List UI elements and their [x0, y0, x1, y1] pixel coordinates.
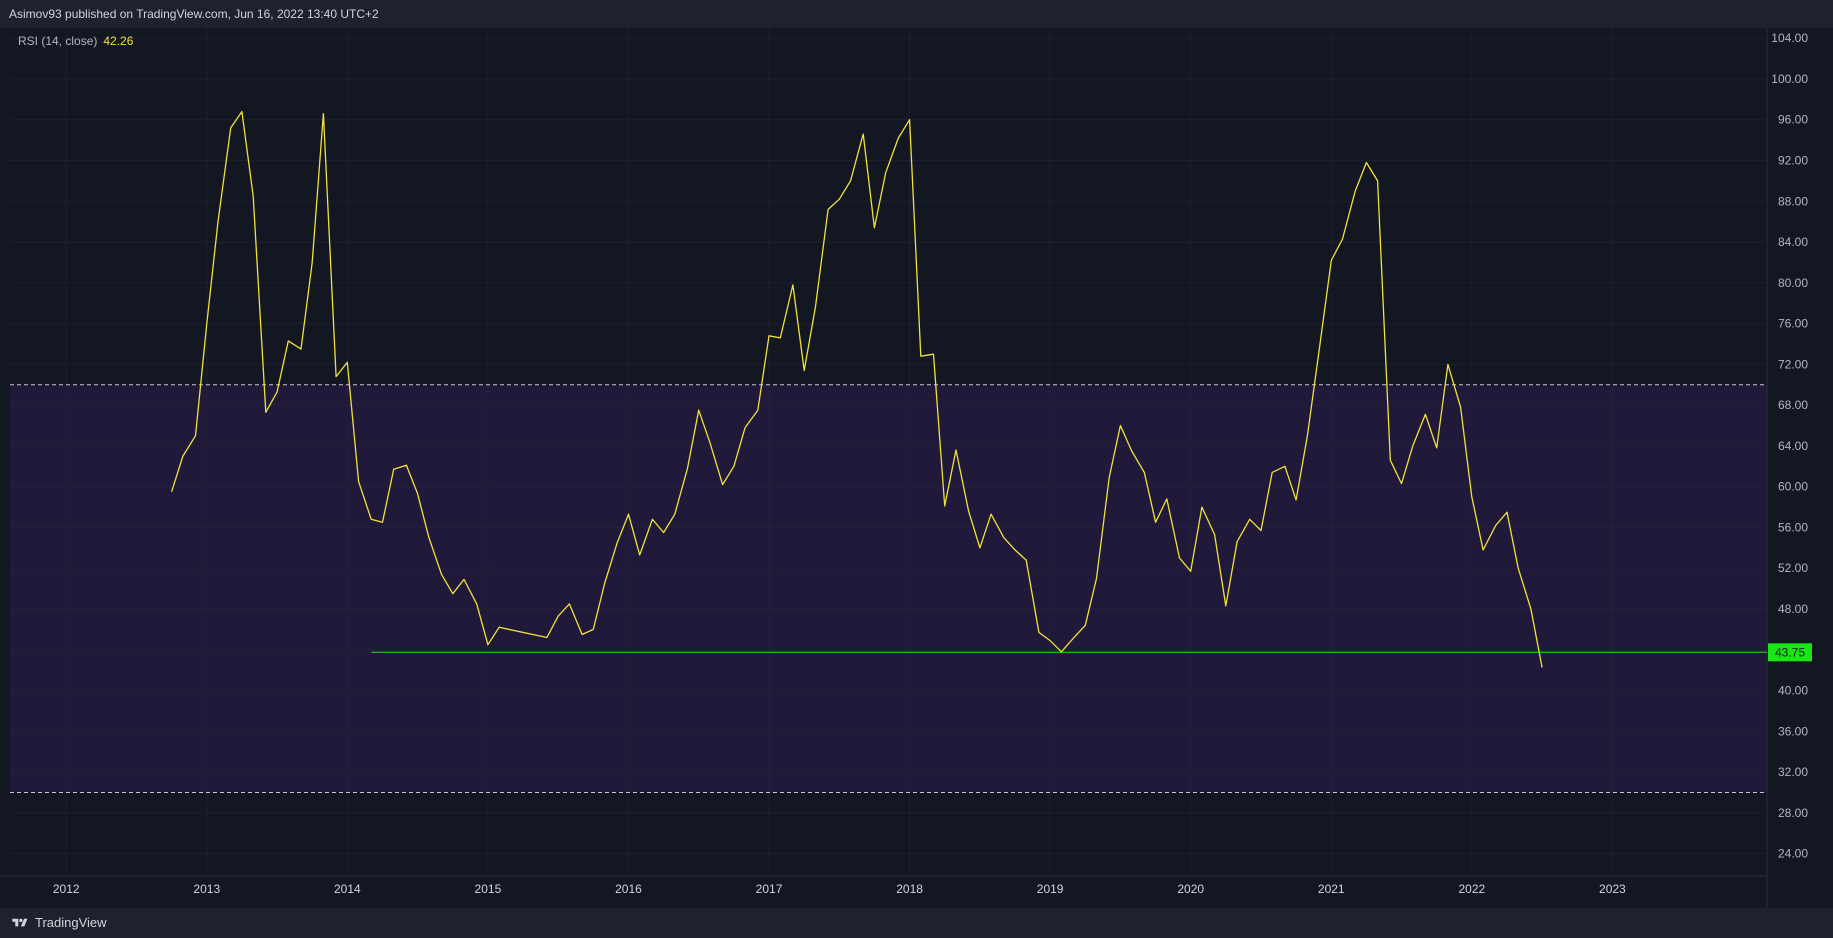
y-tick-label: 56.00 — [1778, 520, 1808, 534]
y-tick-label: 60.00 — [1778, 480, 1808, 494]
rsi-series-line — [170, 110, 1543, 668]
rsi-chart-svg[interactable]: 24.0028.0032.0036.0040.0044.0048.0052.00… — [0, 28, 1833, 908]
brand-label: TradingView — [35, 915, 107, 930]
x-tick-label: 2022 — [1458, 882, 1485, 896]
x-tick-label: 2013 — [193, 882, 220, 896]
indicator-label: RSI (14, close) — [18, 34, 98, 48]
rsi-band-fill — [10, 384, 1767, 793]
rsi-chart[interactable]: 24.0028.0032.0036.0040.0044.0048.0052.00… — [0, 28, 1833, 908]
y-tick-label: 36.00 — [1778, 724, 1808, 738]
y-tick-label: 76.00 — [1778, 317, 1808, 331]
y-tick-label: 48.00 — [1778, 602, 1808, 616]
y-tick-label: 32.00 — [1778, 765, 1808, 779]
y-tick-label: 24.00 — [1778, 847, 1808, 861]
x-tick-label: 2019 — [1037, 882, 1064, 896]
x-tick-label: 2016 — [615, 882, 642, 896]
y-tick-label: 52.00 — [1778, 561, 1808, 575]
x-tick-label: 2014 — [334, 882, 361, 896]
y-tick-label: 28.00 — [1778, 806, 1808, 820]
published-text: Asimov93 published on TradingView.com, J… — [9, 7, 379, 21]
y-tick-label: 40.00 — [1778, 684, 1808, 698]
x-tick-label: 2020 — [1177, 882, 1204, 896]
x-tick-label: 2023 — [1599, 882, 1626, 896]
support-line-label: 43.75 — [1775, 645, 1805, 659]
y-tick-label: 100.00 — [1771, 72, 1808, 86]
y-tick-label: 80.00 — [1778, 276, 1808, 290]
y-tick-label: 64.00 — [1778, 439, 1808, 453]
published-header: Asimov93 published on TradingView.com, J… — [0, 0, 1833, 28]
tradingview-brand[interactable]: TradingView — [10, 915, 107, 930]
y-tick-label: 104.00 — [1771, 31, 1808, 45]
x-tick-label: 2015 — [475, 882, 502, 896]
x-tick-label: 2021 — [1318, 882, 1345, 896]
y-tick-label: 88.00 — [1778, 194, 1808, 208]
y-tick-label: 72.00 — [1778, 357, 1808, 371]
y-tick-label: 84.00 — [1778, 235, 1808, 249]
indicator-current-value: 42.26 — [103, 34, 134, 48]
x-tick-label: 2018 — [896, 882, 923, 896]
y-tick-label: 68.00 — [1778, 398, 1808, 412]
indicator-legend[interactable]: RSI (14, close) 42.26 — [18, 34, 133, 48]
support-line-badge — [1768, 643, 1812, 662]
footer-bar: TradingView — [0, 908, 1833, 938]
x-tick-label: 2012 — [53, 882, 80, 896]
y-tick-label: 96.00 — [1778, 113, 1808, 127]
tradingview-logo-icon — [12, 918, 28, 926]
x-tick-label: 2017 — [756, 882, 783, 896]
y-tick-label: 92.00 — [1778, 154, 1808, 168]
